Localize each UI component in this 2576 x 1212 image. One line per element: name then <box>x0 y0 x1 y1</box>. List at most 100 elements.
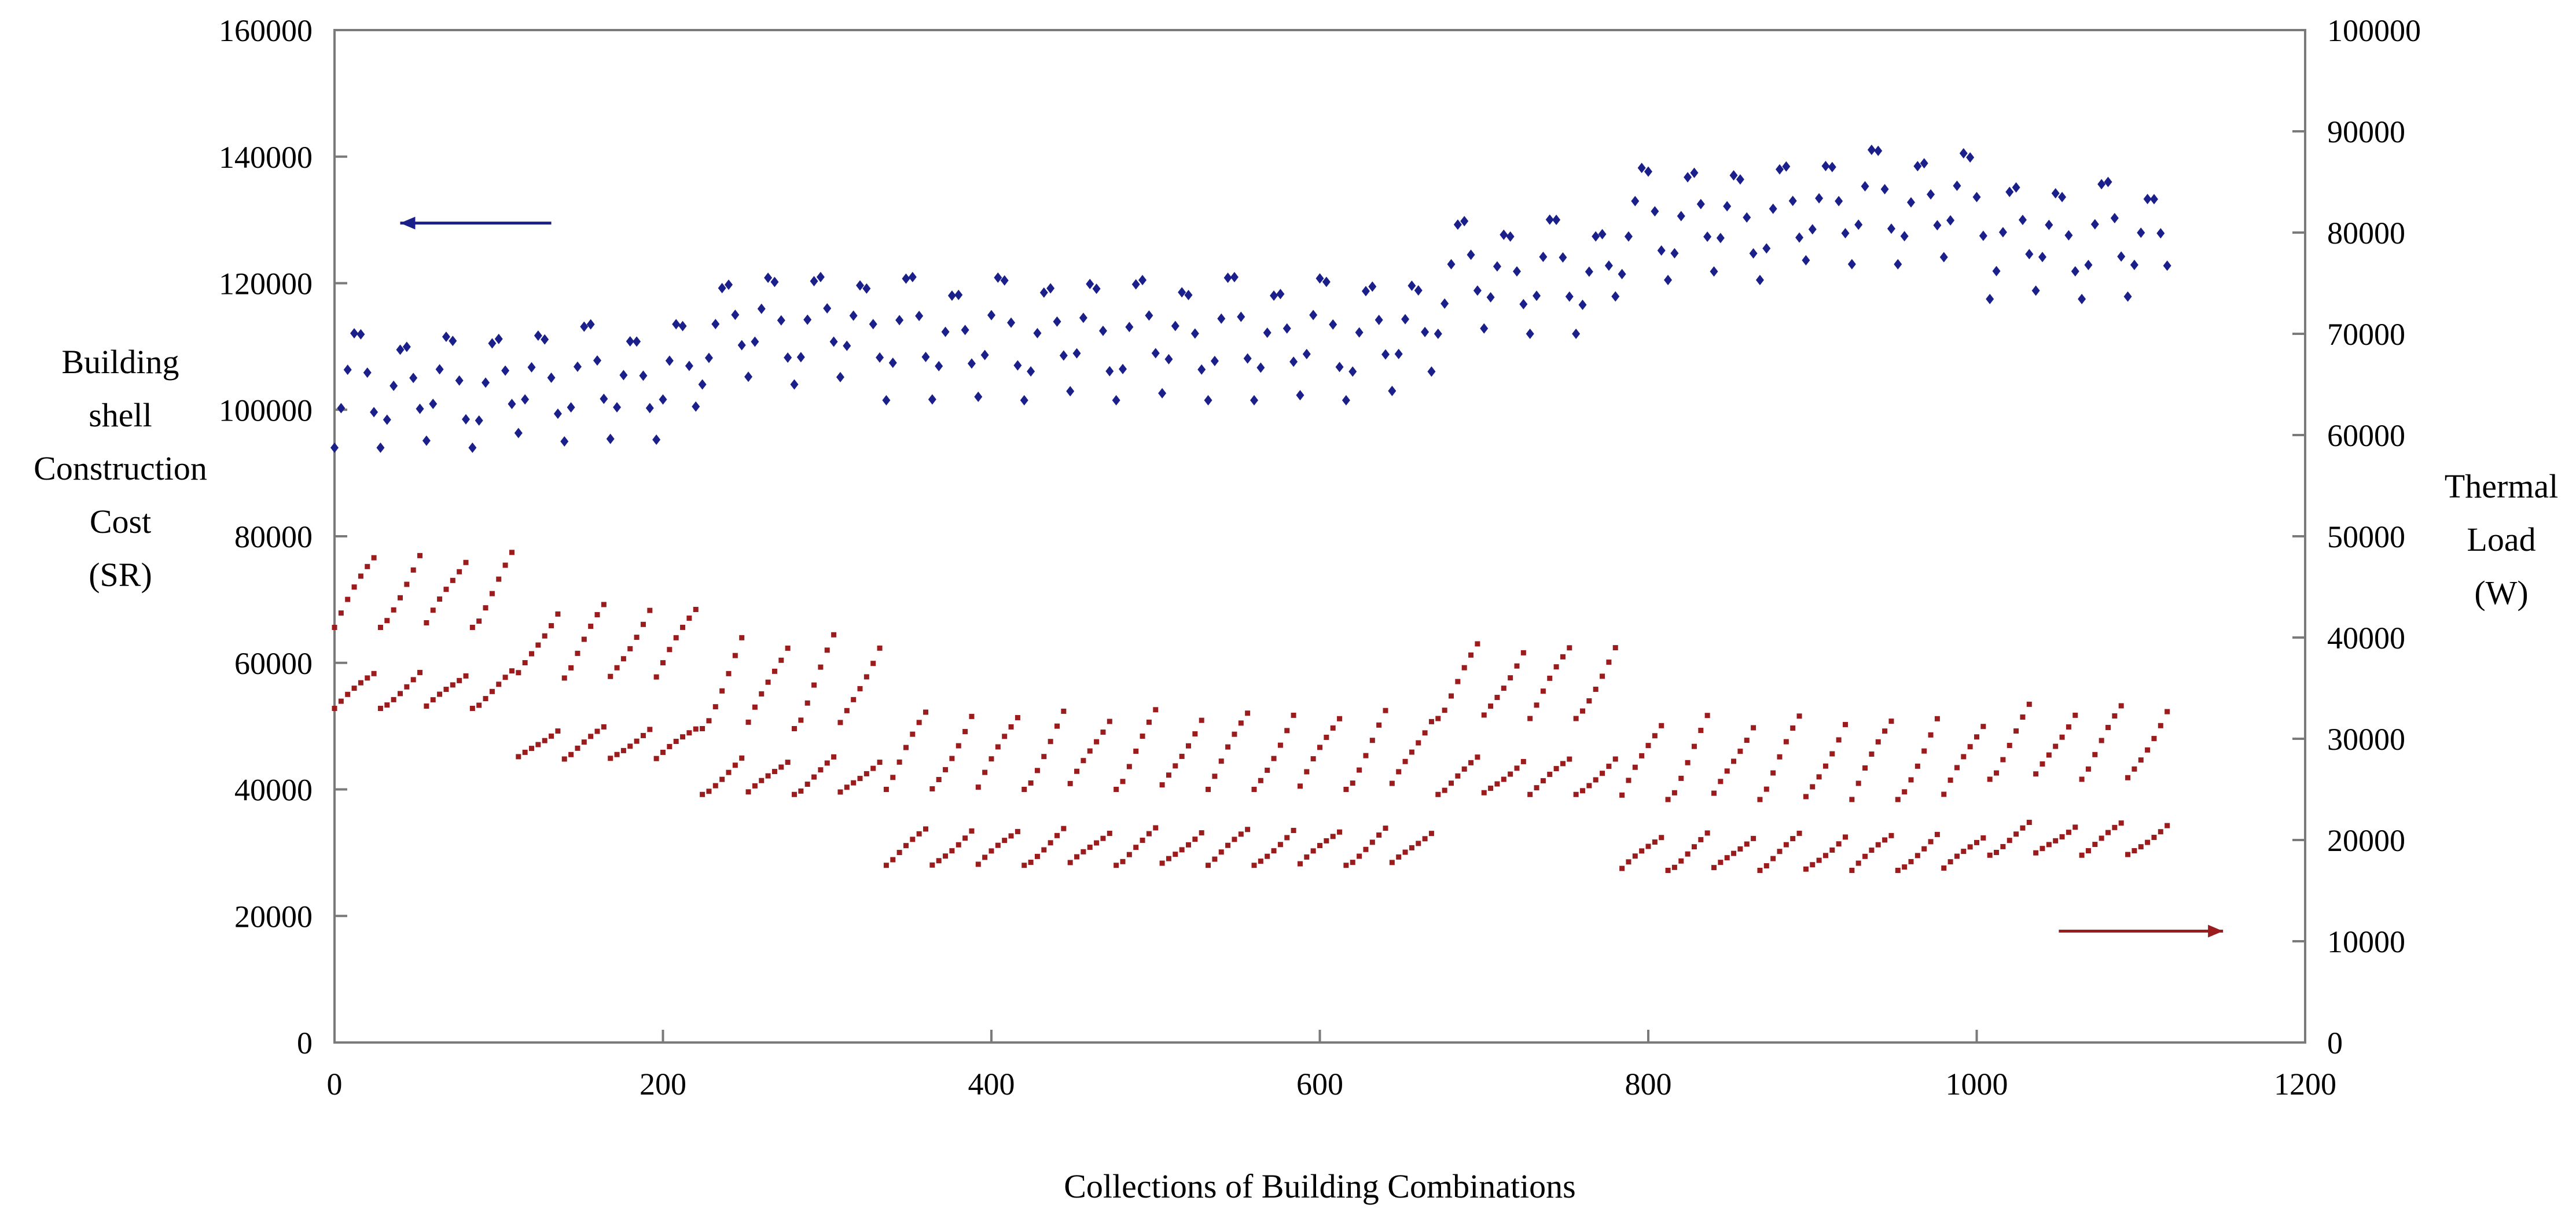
cost-point <box>961 325 969 336</box>
y-left-axis-title-line: Building <box>61 343 179 381</box>
thermal-load-point <box>916 831 922 837</box>
cost-point <box>685 360 693 371</box>
thermal-load-point <box>1428 719 1434 724</box>
cost-point <box>1598 229 1607 240</box>
thermal-load-point <box>1796 830 1802 836</box>
thermal-load-point <box>1770 856 1776 861</box>
thermal-load-point <box>358 680 363 686</box>
thermal-load-point <box>824 760 830 766</box>
thermal-load-point <box>1350 860 1355 865</box>
thermal-load-point <box>457 569 462 574</box>
thermal-load-point <box>450 682 455 688</box>
thermal-load-point <box>1632 853 1638 859</box>
thermal-load-point <box>1449 780 1454 786</box>
thermal-load-point <box>818 664 824 670</box>
thermal-load-point <box>778 764 784 770</box>
thermal-load-point <box>404 684 410 690</box>
thermal-load-point <box>1770 770 1776 776</box>
cost-point <box>1874 145 1883 156</box>
thermal-load-point <box>1928 732 1934 738</box>
thermal-load-point <box>1527 791 1533 797</box>
cost-point <box>1861 180 1869 191</box>
cost-point <box>1802 255 1810 266</box>
cost-point <box>389 380 398 391</box>
thermal-load-point <box>1087 748 1093 754</box>
cost-point <box>1098 325 1107 336</box>
thermal-load-point <box>765 679 771 685</box>
y-left-tick-label: 40000 <box>234 773 313 808</box>
y-left-axis-title-line: Construction <box>34 450 207 487</box>
cost-point <box>534 330 542 341</box>
thermal-load-point <box>1954 765 1960 771</box>
thermal-load-point <box>509 550 515 555</box>
cost-point <box>1729 170 1738 181</box>
thermal-load-point <box>712 783 718 789</box>
thermal-load-point <box>430 607 436 613</box>
cost-point <box>1125 322 1134 333</box>
thermal-load-point <box>1206 863 1211 868</box>
cost-point <box>1696 198 1705 209</box>
thermal-load-point <box>647 727 653 732</box>
cost-point <box>967 358 976 369</box>
thermal-load-point <box>706 718 712 724</box>
thermal-load-point <box>1317 745 1322 750</box>
thermal-load-point <box>1718 860 1724 865</box>
thermal-load-point <box>693 606 699 612</box>
thermal-load-point <box>2079 852 2085 858</box>
cost-point <box>1394 348 1403 359</box>
thermal-load-point <box>975 861 981 867</box>
cost-point <box>416 403 424 414</box>
thermal-load-point <box>398 691 403 697</box>
cost-point <box>2005 186 2014 197</box>
cost-point <box>1592 231 1600 242</box>
cost-point <box>1421 326 1430 337</box>
thermal-load-point <box>1514 663 1520 669</box>
cost-point <box>1072 348 1081 359</box>
y-right-tick-label: 80000 <box>2327 216 2405 250</box>
thermal-load-point <box>1442 787 1447 793</box>
thermal-load-point <box>1186 842 1191 848</box>
thermal-load-point <box>549 733 554 739</box>
thermal-load-point <box>1002 734 1008 739</box>
thermal-load-point <box>2053 743 2059 749</box>
thermal-load-point <box>1383 826 1388 831</box>
thermal-load-point <box>1567 645 1572 651</box>
cost-point <box>330 442 339 453</box>
thermal-load-point <box>1435 716 1441 721</box>
thermal-load-point <box>575 745 580 751</box>
cost-point <box>573 361 582 372</box>
cost-point <box>1847 259 1856 270</box>
thermal-load-point <box>430 697 436 703</box>
thermal-load-point <box>1284 835 1290 841</box>
thermal-load-point <box>377 625 383 630</box>
thermal-load-point <box>549 623 554 629</box>
thermal-load-point <box>1265 767 1270 773</box>
thermal-load-point <box>1947 778 1953 783</box>
cost-point <box>560 436 569 447</box>
cost-point <box>1637 163 1646 174</box>
thermal-load-point <box>863 771 869 776</box>
cost-point <box>725 279 733 290</box>
thermal-load-point <box>450 577 455 583</box>
thermal-load-point <box>1980 724 1986 730</box>
cost-point <box>1821 161 1830 172</box>
thermal-load-point <box>410 677 416 683</box>
thermal-load-point <box>2112 713 2118 719</box>
thermal-load-point <box>1612 645 1618 651</box>
cost-point <box>1453 219 1462 230</box>
cost-point <box>1743 212 1751 223</box>
thermal-load-point <box>1875 842 1881 848</box>
cost-point <box>1959 148 1968 159</box>
thermal-load-point <box>398 595 403 601</box>
cost-point <box>1046 283 1055 294</box>
cost-point <box>698 379 707 390</box>
thermal-load-point <box>1777 754 1783 760</box>
thermal-load-point <box>1934 831 1940 837</box>
thermal-load-point <box>1751 835 1756 841</box>
thermal-load-point <box>640 732 646 738</box>
x-axis-title: Collections of Building Combinations <box>1064 1167 1576 1205</box>
thermal-load-point <box>1600 673 1605 679</box>
thermal-load-point <box>1107 830 1112 836</box>
thermal-load-point <box>1166 772 1171 778</box>
thermal-load-point <box>916 720 922 725</box>
